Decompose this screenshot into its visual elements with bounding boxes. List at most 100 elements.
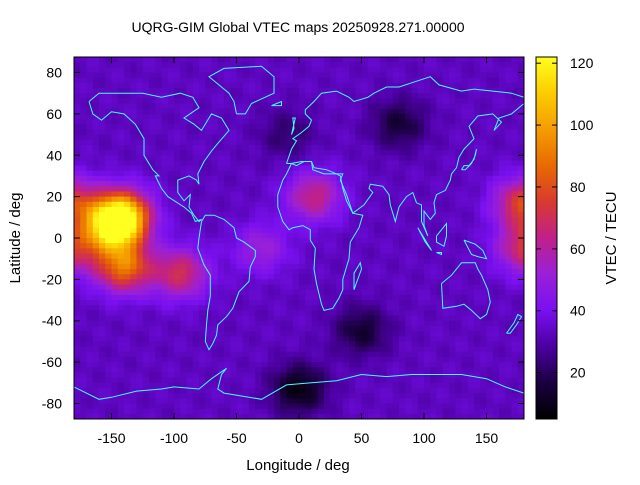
heatmap-cell xyxy=(161,77,169,84)
heatmap-cell xyxy=(167,294,175,301)
heatmap-cell xyxy=(236,300,244,306)
heatmap-cell xyxy=(117,124,125,130)
heatmap-cell xyxy=(492,196,500,203)
heatmap-cell xyxy=(274,72,281,79)
heatmap-cell xyxy=(142,253,150,260)
heatmap-cell xyxy=(411,139,419,146)
heatmap-cell xyxy=(349,119,356,125)
heatmap-cell xyxy=(149,372,156,379)
heatmap-cell xyxy=(286,212,294,218)
heatmap-cell xyxy=(130,413,138,419)
heatmap-cell xyxy=(236,134,244,141)
heatmap-cell xyxy=(417,57,425,63)
heatmap-cell xyxy=(492,279,500,286)
heatmap-cell xyxy=(224,181,231,187)
heatmap-cell xyxy=(330,279,338,286)
heatmap-cell xyxy=(386,310,394,317)
heatmap-cell xyxy=(474,300,481,306)
heatmap-cell xyxy=(511,217,519,224)
heatmap-cell xyxy=(330,93,338,99)
heatmap-cell xyxy=(492,206,500,213)
heatmap-cell xyxy=(467,232,475,239)
heatmap-cell xyxy=(380,325,388,332)
heatmap-cell xyxy=(392,274,400,280)
heatmap-cell xyxy=(311,227,319,234)
heatmap-cell xyxy=(392,346,400,353)
heatmap-cell xyxy=(324,77,331,84)
heatmap-cell xyxy=(130,362,138,368)
heatmap-cell xyxy=(449,408,456,415)
heatmap-cell xyxy=(136,144,144,151)
heatmap-cell xyxy=(224,325,231,332)
heatmap-cell xyxy=(430,263,438,270)
heatmap-cell xyxy=(436,269,444,275)
heatmap-cell xyxy=(399,93,406,99)
heatmap-cell xyxy=(392,139,400,146)
heatmap-cell xyxy=(361,119,369,125)
heatmap-cell xyxy=(517,150,524,156)
heatmap-cell xyxy=(99,336,106,343)
heatmap-cell xyxy=(136,139,144,146)
heatmap-cell xyxy=(286,253,294,260)
heatmap-cell xyxy=(442,367,450,374)
heatmap-cell xyxy=(424,196,431,203)
heatmap-cell xyxy=(86,393,94,399)
heatmap-cell xyxy=(324,387,331,394)
heatmap-cell xyxy=(199,206,206,213)
heatmap-cell xyxy=(105,103,113,110)
heatmap-cell xyxy=(417,103,425,110)
heatmap-cell xyxy=(80,57,88,63)
heatmap-cell xyxy=(474,274,481,280)
heatmap-cell xyxy=(442,77,450,84)
heatmap-cell xyxy=(242,191,250,198)
heatmap-cell xyxy=(149,113,156,120)
heatmap-cell xyxy=(280,346,288,353)
heatmap-cell xyxy=(280,243,288,249)
heatmap-cell xyxy=(486,253,494,260)
heatmap-cell xyxy=(511,356,519,363)
heatmap-cell xyxy=(261,57,269,63)
heatmap-cell xyxy=(349,320,356,327)
heatmap-cell xyxy=(236,382,244,389)
heatmap-cell xyxy=(305,336,313,343)
heatmap-cell xyxy=(99,382,106,389)
heatmap-cell xyxy=(174,98,181,105)
heatmap-cell xyxy=(324,300,331,306)
heatmap-cell xyxy=(74,119,81,125)
heatmap-cell xyxy=(199,393,206,399)
heatmap-cell xyxy=(142,232,150,239)
heatmap-cell xyxy=(492,263,500,270)
heatmap-cell xyxy=(211,398,219,405)
heatmap-cell xyxy=(480,346,488,353)
heatmap-cell xyxy=(467,403,475,410)
heatmap-cell xyxy=(155,387,163,394)
heatmap-cell xyxy=(499,119,506,125)
heatmap-cell xyxy=(342,129,350,136)
heatmap-cell xyxy=(99,387,106,394)
heatmap-cell xyxy=(511,165,519,172)
heatmap-cell xyxy=(461,351,469,358)
heatmap-cell xyxy=(124,398,131,405)
heatmap-cell xyxy=(330,222,338,229)
heatmap-cell xyxy=(424,93,431,99)
heatmap-cell xyxy=(199,170,206,177)
heatmap-cell xyxy=(492,77,500,84)
heatmap-cell xyxy=(430,77,438,84)
heatmap-cell xyxy=(511,346,519,353)
heatmap-cell xyxy=(492,119,500,125)
heatmap-cell xyxy=(167,124,175,130)
heatmap-cell xyxy=(430,93,438,99)
heatmap-cell xyxy=(230,331,238,337)
heatmap-cell xyxy=(230,155,238,162)
heatmap-cell xyxy=(367,243,375,249)
heatmap-cell xyxy=(124,341,131,348)
heatmap-cell xyxy=(324,129,331,136)
heatmap-cell xyxy=(267,377,275,384)
heatmap-cell xyxy=(374,320,381,327)
heatmap-cell xyxy=(99,356,106,363)
heatmap-cell xyxy=(499,393,506,399)
heatmap-cell xyxy=(499,372,506,379)
heatmap-cell xyxy=(442,382,450,389)
heatmap-cell xyxy=(430,72,438,79)
heatmap-cell xyxy=(517,253,524,260)
